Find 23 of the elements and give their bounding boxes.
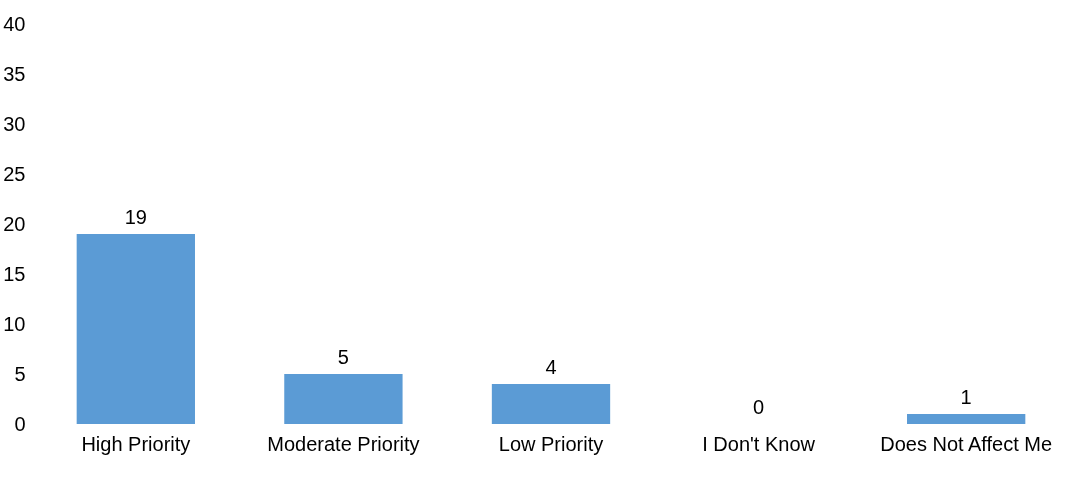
- y-tick-label: 20: [3, 212, 26, 235]
- y-tick-label: 25: [3, 162, 26, 185]
- y-tick-label: 15: [3, 262, 26, 285]
- y-tick-label: 5: [14, 362, 26, 385]
- x-tick-label: Does Not Affect Me: [880, 432, 1053, 455]
- data-label: 19: [124, 206, 147, 228]
- y-tick-label: 40: [3, 12, 26, 35]
- data-label: 1: [960, 386, 972, 408]
- bar: [76, 234, 195, 424]
- x-tick-label: High Priority: [81, 432, 191, 455]
- x-tick-label: Moderate Priority: [267, 432, 420, 455]
- x-tick-label: Low Priority: [498, 432, 604, 455]
- bar: [284, 374, 403, 424]
- bar: [907, 414, 1026, 424]
- data-label: 4: [545, 356, 557, 378]
- y-tick-label: 0: [14, 412, 26, 435]
- y-tick-label: 30: [3, 112, 26, 135]
- bar: [491, 384, 611, 424]
- y-tick-label: 10: [3, 312, 26, 335]
- data-label: 5: [337, 346, 349, 368]
- x-tick-label: I Don't Know: [702, 432, 816, 455]
- y-tick-label: 35: [3, 62, 26, 85]
- data-label: 0: [753, 396, 765, 418]
